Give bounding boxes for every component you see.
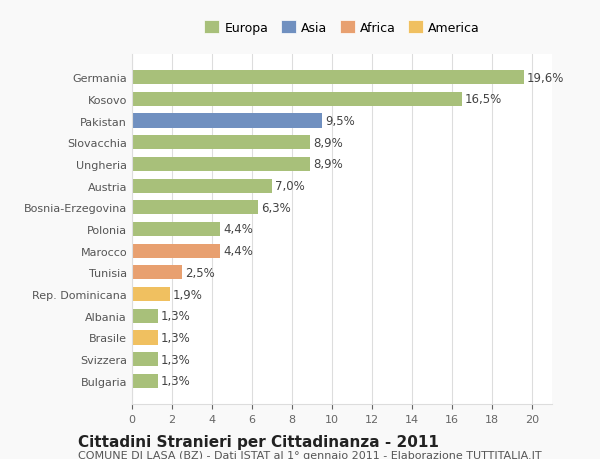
- Bar: [132, 353, 158, 366]
- Text: 1,3%: 1,3%: [161, 310, 191, 323]
- Text: 9,5%: 9,5%: [325, 115, 355, 128]
- Bar: [132, 309, 158, 323]
- Legend: Europa, Asia, Africa, America: Europa, Asia, Africa, America: [199, 16, 485, 39]
- Bar: [132, 179, 272, 193]
- Bar: [132, 157, 310, 172]
- Text: 1,3%: 1,3%: [161, 331, 191, 344]
- Bar: [132, 266, 182, 280]
- Text: COMUNE DI LASA (BZ) - Dati ISTAT al 1° gennaio 2011 - Elaborazione TUTTITALIA.IT: COMUNE DI LASA (BZ) - Dati ISTAT al 1° g…: [78, 450, 542, 459]
- Text: 7,0%: 7,0%: [275, 180, 305, 193]
- Text: 19,6%: 19,6%: [527, 72, 565, 84]
- Text: 8,9%: 8,9%: [313, 158, 343, 171]
- Bar: [132, 223, 220, 236]
- Text: 8,9%: 8,9%: [313, 136, 343, 149]
- Text: 4,4%: 4,4%: [223, 245, 253, 257]
- Text: 4,4%: 4,4%: [223, 223, 253, 236]
- Text: 6,3%: 6,3%: [261, 202, 291, 214]
- Text: Cittadini Stranieri per Cittadinanza - 2011: Cittadini Stranieri per Cittadinanza - 2…: [78, 434, 439, 449]
- Bar: [132, 374, 158, 388]
- Text: 2,5%: 2,5%: [185, 266, 215, 279]
- Bar: [132, 114, 322, 129]
- Bar: [132, 71, 524, 85]
- Text: 1,3%: 1,3%: [161, 375, 191, 387]
- Text: 1,9%: 1,9%: [173, 288, 203, 301]
- Text: 1,3%: 1,3%: [161, 353, 191, 366]
- Bar: [132, 330, 158, 345]
- Bar: [132, 93, 462, 106]
- Bar: [132, 201, 258, 215]
- Bar: [132, 244, 220, 258]
- Bar: [132, 136, 310, 150]
- Bar: [132, 287, 170, 302]
- Text: 16,5%: 16,5%: [465, 93, 502, 106]
